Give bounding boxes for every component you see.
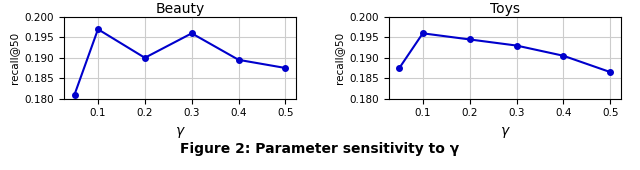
- X-axis label: γ: γ: [176, 124, 184, 138]
- X-axis label: γ: γ: [500, 124, 509, 138]
- Y-axis label: recall@50: recall@50: [9, 32, 19, 84]
- Title: Beauty: Beauty: [156, 2, 205, 16]
- Y-axis label: recall@50: recall@50: [334, 32, 344, 84]
- Text: Figure 2: Parameter sensitivity to γ: Figure 2: Parameter sensitivity to γ: [180, 142, 460, 156]
- Title: Toys: Toys: [490, 2, 520, 16]
